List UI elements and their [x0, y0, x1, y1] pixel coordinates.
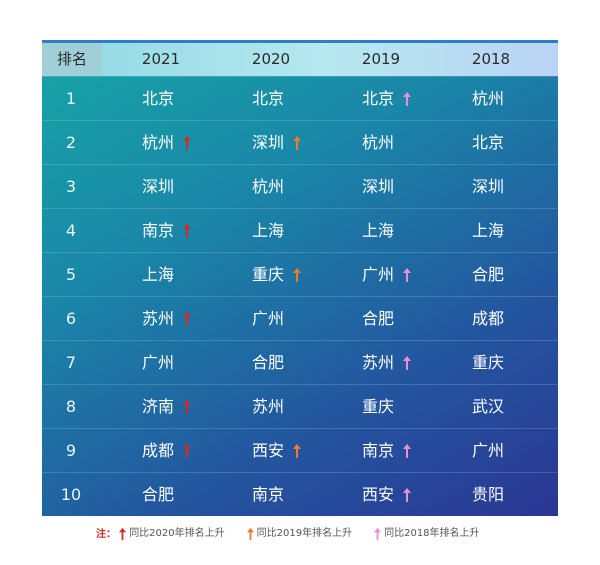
legend-arrow-icon [374, 527, 382, 541]
city-cell: 北京 [472, 133, 505, 152]
rank-up-arrow-icon [403, 268, 411, 282]
table-row: 6 苏州 广州 合肥 成都 [42, 296, 558, 340]
legend-arrow-icon [119, 527, 127, 541]
rank-number: 10 [60, 485, 82, 504]
rank-up-arrow-icon [183, 136, 191, 150]
rank-number: 3 [65, 177, 77, 196]
rank-number: 4 [65, 221, 77, 240]
city-cell: 上海 [252, 221, 285, 240]
city-cell: 杭州 [472, 89, 505, 108]
city-cell: 重庆 [472, 353, 505, 372]
rank-up-arrow-icon [183, 312, 191, 326]
rank-number: 1 [65, 89, 77, 108]
city-cell: 成都 [142, 441, 175, 460]
city-cell: 广州 [142, 353, 175, 372]
rank-up-arrow-icon [293, 136, 301, 150]
city-cell: 苏州 [252, 397, 285, 416]
rank-number: 6 [65, 309, 77, 328]
legend-label: 同比2020年排名上升 [129, 528, 225, 539]
city-cell: 合肥 [252, 353, 285, 372]
table-header: 排名 2021 2020 2019 2018 [42, 40, 558, 76]
city-cell: 南京 [252, 485, 285, 504]
rank-up-arrow-icon [403, 488, 411, 502]
city-cell: 合肥 [142, 485, 175, 504]
legend-item: 同比2018年排名上升 [374, 527, 480, 541]
city-cell: 广州 [252, 309, 285, 328]
city-cell: 杭州 [252, 177, 285, 196]
rank-up-arrow-icon [293, 444, 301, 458]
city-cell: 合肥 [472, 265, 505, 284]
city-cell: 深圳 [362, 177, 395, 196]
city-cell: 广州 [472, 441, 505, 460]
city-cell: 西安 [362, 485, 395, 504]
city-cell: 北京 [142, 89, 175, 108]
city-cell: 武汉 [472, 397, 505, 416]
city-cell: 上海 [362, 221, 395, 240]
header-rank: 排名 [42, 43, 102, 76]
rank-up-arrow-icon [183, 224, 191, 238]
city-cell: 深圳 [252, 133, 285, 152]
table-row: 7 广州 合肥 苏州 重庆 [42, 340, 558, 384]
legend-arrow-icon [246, 527, 254, 541]
table-row: 3 深圳 杭州 深圳 深圳 [42, 164, 558, 208]
city-cell: 上海 [142, 265, 175, 284]
rank-up-arrow-icon [403, 444, 411, 458]
legend-item: 同比2020年排名上升 [119, 527, 225, 541]
rank-up-arrow-icon [293, 268, 301, 282]
city-cell: 南京 [362, 441, 395, 460]
ranking-table: 排名 2021 2020 2019 2018 1 北京 北京 北京 杭州 2 杭州 深圳 杭州北… [42, 40, 558, 516]
rank-number: 5 [65, 265, 77, 284]
city-cell: 杭州 [362, 133, 395, 152]
rank-up-arrow-icon [403, 92, 411, 106]
table-row: 4 南京 上海 上海 上海 [42, 208, 558, 252]
rank-up-arrow-icon [183, 444, 191, 458]
city-cell: 重庆 [362, 397, 395, 416]
city-cell: 西安 [252, 441, 285, 460]
city-cell: 南京 [142, 221, 175, 240]
header-year-2018: 2018 [471, 50, 511, 68]
rank-up-arrow-icon [183, 400, 191, 414]
city-cell: 贵阳 [472, 485, 505, 504]
city-cell: 北京 [252, 89, 285, 108]
rank-number: 9 [65, 441, 77, 460]
rank-number: 7 [65, 353, 77, 372]
legend-note: 注： 同比2020年排名上升 同比2019年排名上升 同比2018年排名上升 [96, 524, 502, 544]
legend-label: 同比2018年排名上升 [384, 528, 480, 539]
city-cell: 深圳 [142, 177, 175, 196]
rank-up-arrow-icon [403, 356, 411, 370]
city-cell: 苏州 [362, 353, 395, 372]
rank-number: 2 [65, 133, 77, 152]
table-row: 5 上海 重庆 广州 合肥 [42, 252, 558, 296]
city-cell: 杭州 [142, 133, 175, 152]
city-cell: 深圳 [472, 177, 505, 196]
table-row: 10 合肥 南京 西安 贵阳 [42, 472, 558, 516]
header-year-2021: 2021 [141, 50, 181, 68]
table-row: 9 成都 西安 南京 广州 [42, 428, 558, 472]
legend-label: 同比2019年排名上升 [256, 528, 353, 539]
header-year-2020: 2020 [251, 50, 291, 68]
city-cell: 上海 [472, 221, 505, 240]
legend-item: 同比2019年排名上升 [246, 527, 353, 541]
city-cell: 成都 [472, 309, 505, 328]
legend-prefix: 注： [96, 528, 116, 540]
city-cell: 济南 [142, 397, 175, 416]
city-cell: 重庆 [252, 265, 285, 284]
city-cell: 合肥 [362, 309, 395, 328]
legend-items: 同比2020年排名上升 同比2019年排名上升 同比2018年排名上升 [119, 527, 501, 541]
header-year-2019: 2019 [361, 50, 401, 68]
rank-number: 8 [65, 397, 77, 416]
city-cell: 苏州 [142, 309, 175, 328]
table-row: 8 济南 苏州 重庆 武汉 [42, 384, 558, 428]
table-row: 2 杭州 深圳 杭州 北京 [42, 120, 558, 164]
city-cell: 广州 [362, 265, 395, 284]
city-cell: 北京 [362, 89, 395, 108]
table-row: 1 北京 北京 北京 杭州 [42, 76, 558, 120]
